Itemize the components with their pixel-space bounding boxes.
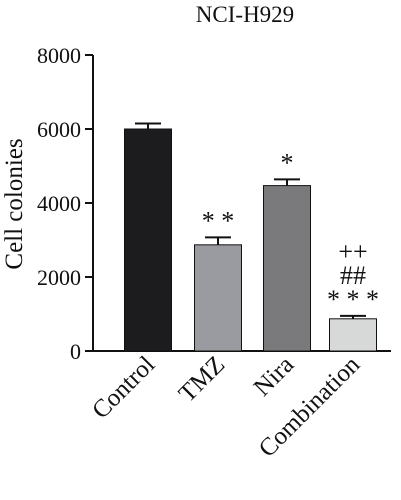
significance-label: * * * <box>327 285 379 314</box>
y-tick-label: 0 <box>70 339 81 364</box>
significance-label: * * <box>202 206 235 235</box>
y-axis-label: Cell colonies <box>1 138 28 269</box>
bar-nira <box>263 185 311 352</box>
category-label: Nira <box>249 351 300 402</box>
bars-group <box>124 128 377 352</box>
y-tick-label: 2000 <box>37 265 81 290</box>
category-label: Control <box>87 351 160 424</box>
chart-title: NCI-H929 <box>196 2 294 27</box>
y-tick-label: 8000 <box>37 43 81 68</box>
error-bars-group <box>135 122 366 319</box>
bar-control <box>124 128 172 352</box>
bar-tmz <box>194 244 242 352</box>
significance-label: ++ <box>338 237 367 266</box>
category-label: TMZ <box>174 351 230 407</box>
significance-label: ## <box>340 261 366 290</box>
significance-labels-group: * * * * * *##++ <box>202 148 379 314</box>
significance-label: * <box>281 148 294 177</box>
y-axis-ticks: 0 2000 4000 6000 8000 <box>37 43 93 364</box>
bar-combination <box>329 318 377 352</box>
y-tick-label: 6000 <box>37 117 81 142</box>
y-tick-label: 4000 <box>37 191 81 216</box>
